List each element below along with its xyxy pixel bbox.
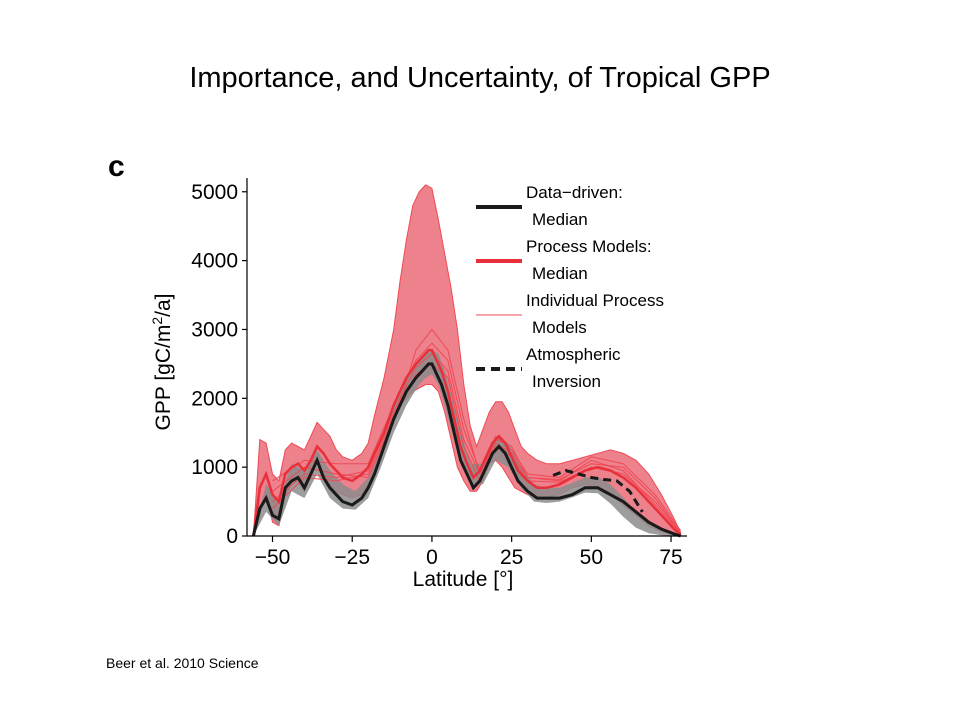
y-tick-label: 3000 <box>191 318 238 341</box>
y-axis-label-unit: /a] <box>152 294 175 317</box>
citation: Beer et al. 2010 Science <box>106 655 259 671</box>
x-tick-label: 50 <box>580 546 603 569</box>
legend-label: Median <box>532 264 588 283</box>
legend-label: Models <box>532 318 587 337</box>
plot-area <box>251 184 682 538</box>
data-driven-median-line <box>251 362 682 538</box>
y-tick-label: 2000 <box>191 387 238 410</box>
individual-model-line-4 <box>272 328 681 534</box>
legend-label: Data−driven: <box>526 183 623 202</box>
data-driven-spread-band <box>253 350 681 536</box>
y-axis-label-superscript: 2 <box>149 317 165 325</box>
atmospheric-inversion-line <box>552 469 644 513</box>
x-tick-label: 25 <box>500 546 523 569</box>
legend-label: Individual Process <box>526 291 664 310</box>
x-tick-label: −50 <box>255 546 291 569</box>
y-axis-label: GPP [gC/m2/a] <box>149 294 175 431</box>
process-model-median-line <box>252 348 682 537</box>
x-tick-label: 75 <box>659 546 682 569</box>
x-tick-label: −25 <box>334 546 370 569</box>
individual-model-line-3 <box>272 342 682 531</box>
slide-title: Importance, and Uncertainty, of Tropical… <box>189 62 771 94</box>
y-tick-label: 4000 <box>191 250 238 273</box>
legend-label: Process Models: <box>526 237 652 256</box>
legend-label: Inversion <box>532 372 601 391</box>
legend-label: Median <box>532 210 588 229</box>
x-axis-label: Latitude [°] <box>413 568 514 591</box>
y-axis-label-main: GPP [gC/m <box>152 325 175 431</box>
x-tick-label: 0 <box>426 546 438 569</box>
legend-label: Atmospheric <box>526 345 621 364</box>
panel-label: c <box>108 150 125 183</box>
y-tick-label: 0 <box>226 525 238 548</box>
legend: Data−driven: Median Process Models: Median I… <box>476 183 664 391</box>
y-tick-label: 5000 <box>191 181 238 204</box>
y-tick-label: 1000 <box>191 456 238 479</box>
axes: −50 −25 0 25 50 75 0 1000 2000 3000 4000 5000 <box>191 178 687 569</box>
